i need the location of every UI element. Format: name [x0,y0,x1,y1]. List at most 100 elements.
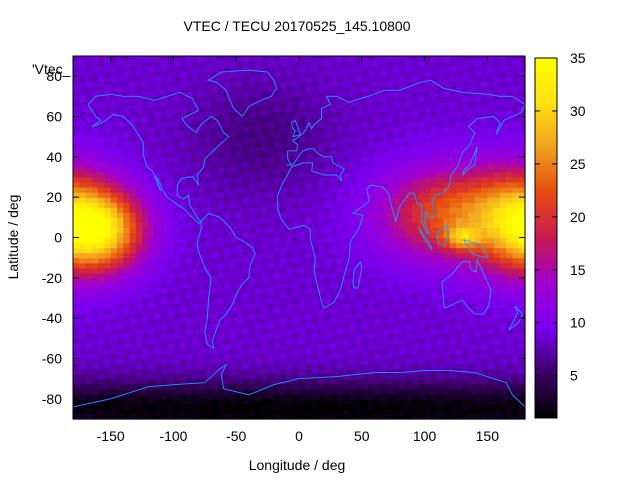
heatmap-cell [148,287,156,294]
heatmap-cell [311,378,319,385]
heatmap-cell [368,348,375,355]
heatmap-cell [135,197,143,203]
heatmap-cell [374,257,382,264]
heatmap-cell [361,237,369,244]
heatmap-cell [160,227,168,234]
heatmap-cell [148,131,156,138]
heatmap-cell [217,348,225,355]
heatmap-cell [186,192,193,198]
heatmap-cell [286,277,294,284]
heatmap-cell [361,292,369,299]
heatmap-cell [368,141,375,148]
heatmap-cell [474,121,482,128]
heatmap-cell [236,358,244,365]
heatmap-cell [330,56,338,62]
heatmap-cell [73,267,80,274]
heatmap-cell [229,262,237,269]
heatmap-cell [160,81,168,87]
heatmap-cell [342,313,350,319]
heatmap-cell [142,262,149,269]
heatmap-cell [280,237,288,244]
heatmap-cell [98,388,105,395]
heatmap-cell [330,388,338,395]
heatmap-cell [405,61,413,67]
heatmap-cell [455,282,463,289]
heatmap-cell [336,101,344,108]
heatmap-cell [443,393,451,400]
heatmap-cell [449,177,457,183]
heatmap-cell [299,81,306,87]
heatmap-cell [104,177,112,183]
heatmap-cell [110,408,118,415]
heatmap-cell [179,237,187,244]
heatmap-cell [104,212,112,218]
heatmap-cell [506,318,514,324]
heatmap-cell [430,383,438,390]
heatmap-cell [386,403,394,410]
heatmap-cell [424,323,432,329]
heatmap-cell [255,86,262,92]
heatmap-cell [361,408,369,415]
heatmap-cell [267,192,275,198]
heatmap-cell [481,318,488,324]
heatmap-cell [305,86,313,92]
heatmap-cell [487,383,495,390]
heatmap-cell [173,86,181,92]
heatmap-cell [85,308,93,314]
heatmap-cell [393,182,401,188]
heatmap-cell [474,298,482,304]
heatmap-cell [110,272,118,279]
heatmap-cell [223,398,231,405]
heatmap-cell [179,161,187,168]
heatmap-cell [255,358,262,365]
heatmap-cell [330,187,338,193]
heatmap-cell [418,161,426,168]
heatmap-cell [324,197,331,203]
heatmap-cell [487,378,495,385]
heatmap-cell [286,308,294,314]
heatmap-cell [267,166,275,173]
heatmap-cell [236,202,244,208]
heatmap-cell [305,141,313,148]
heatmap-cell [267,187,275,193]
heatmap-cell [437,378,444,385]
heatmap-cell [79,338,87,344]
heatmap-cell [179,141,187,148]
heatmap-cell [336,403,344,410]
heatmap-cell [98,282,105,289]
heatmap-cell [173,136,181,143]
heatmap-cell [192,338,200,344]
heatmap-cell [129,282,137,289]
heatmap-cell [330,277,338,284]
heatmap-cell [305,388,313,395]
heatmap-cell [167,156,175,163]
heatmap-cell [186,308,193,314]
heatmap-cell [186,242,193,249]
heatmap-cell [255,171,262,178]
heatmap-cell [217,242,225,249]
heatmap-cell [468,86,476,92]
heatmap-cell [412,408,419,415]
heatmap-cell [393,192,401,198]
heatmap-cell [405,131,413,138]
heatmap-cell [261,378,269,385]
heatmap-cell [186,338,193,344]
heatmap-cell [468,192,476,198]
heatmap-cell [229,177,237,183]
heatmap-cell [116,56,124,62]
heatmap-cell [386,61,394,67]
heatmap-cell [342,323,350,329]
heatmap-cell [430,136,438,143]
heatmap-cell [129,207,137,213]
heatmap-cell [255,116,262,123]
heatmap-cell [267,101,275,108]
heatmap-cell [255,287,262,294]
heatmap-cell [462,388,470,395]
heatmap-cell [418,277,426,284]
heatmap-cell [211,56,218,62]
heatmap-cell [462,292,470,299]
heatmap-cell [292,91,300,97]
heatmap-cell [311,303,319,309]
heatmap-cell [481,141,488,148]
heatmap-cell [330,121,338,128]
